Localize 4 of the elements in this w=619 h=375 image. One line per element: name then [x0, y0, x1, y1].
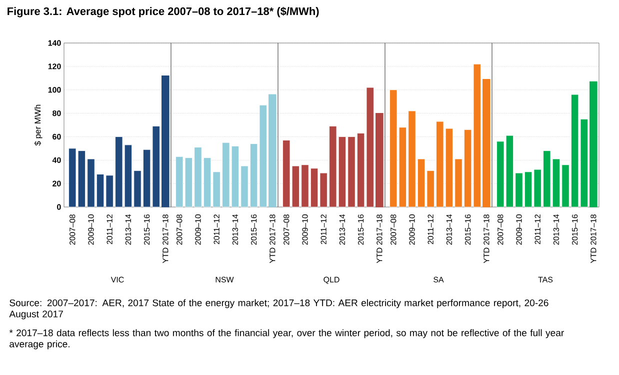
source-note: Source: 2007–2017: AER, 2017 State of the energy market; 2017–18 YTD: AER electricity market performance report, 20-26 August 2017	[9, 299, 548, 320]
y-axis-title: $ per MWh	[34, 104, 42, 146]
chart-title: Figure 3.1: Average spot price 2007–08 to 2017–18* ($/MWh)	[8, 6, 319, 18]
text: * 2017–18 data reflects less than two months of the financial year, over the winter period, so may not be reflective of the full year average price.	[9, 329, 564, 350]
